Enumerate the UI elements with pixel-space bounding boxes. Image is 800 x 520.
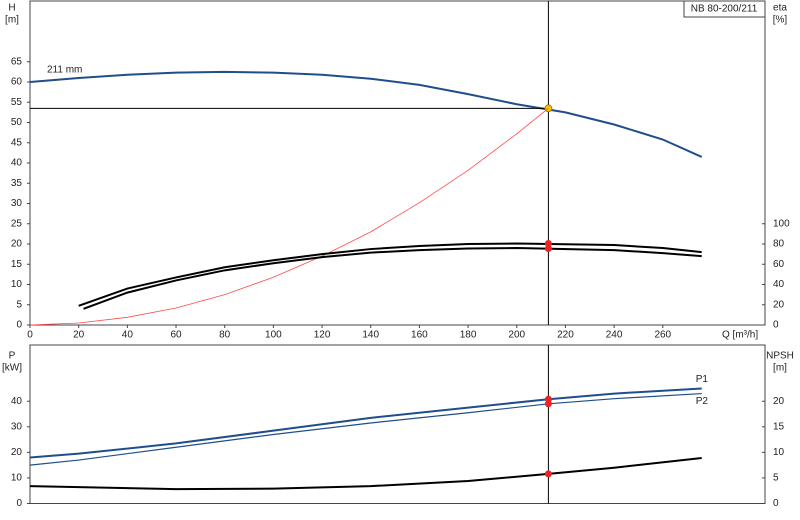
plot-frame <box>29 0 766 326</box>
y-axis-label: [m] <box>5 15 19 26</box>
y2-tick-label: 0 <box>773 320 779 331</box>
x-tick-label: 100 <box>265 330 282 341</box>
y2-tick-label: 10 <box>773 447 785 458</box>
y-tick-label: 45 <box>11 137 23 148</box>
y2-axis-label: [m] <box>773 363 787 374</box>
duty-point <box>544 239 552 247</box>
y-tick-label: 20 <box>11 447 23 458</box>
x-axis-label: Q [m³/h] <box>722 330 758 341</box>
x-tick-label: 20 <box>73 330 85 341</box>
y-tick-label: 25 <box>11 218 23 229</box>
plot-frame <box>29 344 766 504</box>
y-tick-label: 40 <box>11 158 23 169</box>
y-tick-label: 10 <box>11 473 23 484</box>
series-line <box>29 387 702 459</box>
x-tick-label: 40 <box>122 330 134 341</box>
y-tick-label: 20 <box>11 239 23 250</box>
y-tick-label: 30 <box>11 198 23 209</box>
series-line <box>29 108 549 326</box>
y2-tick-label: 100 <box>773 218 790 229</box>
legend-label: P2 <box>696 396 709 407</box>
y-axis-label: H <box>8 3 15 14</box>
y-tick-label: 10 <box>11 279 23 290</box>
legend-label: P1 <box>696 374 709 385</box>
x-tick-label: 260 <box>654 330 671 341</box>
y2-tick-label: 60 <box>773 259 785 270</box>
x-tick-label: 180 <box>460 330 477 341</box>
x-tick-label: 0 <box>27 330 33 341</box>
y2-tick-label: 80 <box>773 239 785 250</box>
y-tick-label: 15 <box>11 259 23 270</box>
x-tick-label: 80 <box>219 330 231 341</box>
y2-axis-label: NPSH <box>766 351 794 362</box>
y-tick-label: 55 <box>11 97 23 108</box>
x-tick-label: 120 <box>314 330 331 341</box>
x-tick-label: 220 <box>557 330 574 341</box>
duty-point <box>544 245 552 253</box>
y2-tick-label: 40 <box>773 279 785 290</box>
y-tick-label: 35 <box>11 178 23 189</box>
y-tick-label: 65 <box>11 56 23 67</box>
y-tick-label: 0 <box>16 498 22 509</box>
series-line <box>83 247 702 310</box>
x-tick-label: 160 <box>411 330 428 341</box>
chart-title: NB 80-200/211 <box>691 4 758 15</box>
x-tick-label: 60 <box>170 330 182 341</box>
x-tick-label: 200 <box>508 330 525 341</box>
y-tick-label: 5 <box>16 299 22 310</box>
y-tick-label: 50 <box>11 117 23 128</box>
series-line <box>29 457 702 491</box>
x-tick-label: 140 <box>362 330 379 341</box>
y-tick-label: 0 <box>16 320 22 331</box>
y2-tick-label: 0 <box>773 498 779 509</box>
y-tick-label: 60 <box>11 77 23 88</box>
series-line <box>29 392 702 466</box>
duty-point <box>544 470 552 478</box>
series-line <box>78 242 702 307</box>
y2-tick-label: 15 <box>773 421 785 432</box>
y2-tick-label: 20 <box>773 299 785 310</box>
y-axis-label: [kW] <box>2 363 22 374</box>
annotation: 211 mm <box>47 65 82 76</box>
y2-axis-label: [%] <box>773 15 788 26</box>
y2-tick-label: 20 <box>773 396 785 407</box>
duty-point <box>544 400 552 408</box>
y-tick-label: 30 <box>11 421 23 432</box>
title-box <box>683 0 766 18</box>
y2-tick-label: 5 <box>773 473 779 484</box>
x-tick-label: 240 <box>606 330 623 341</box>
y2-axis-label: eta <box>773 3 787 14</box>
series-line <box>29 70 703 158</box>
y-axis-label: P <box>9 351 16 362</box>
y-tick-label: 40 <box>11 396 23 407</box>
